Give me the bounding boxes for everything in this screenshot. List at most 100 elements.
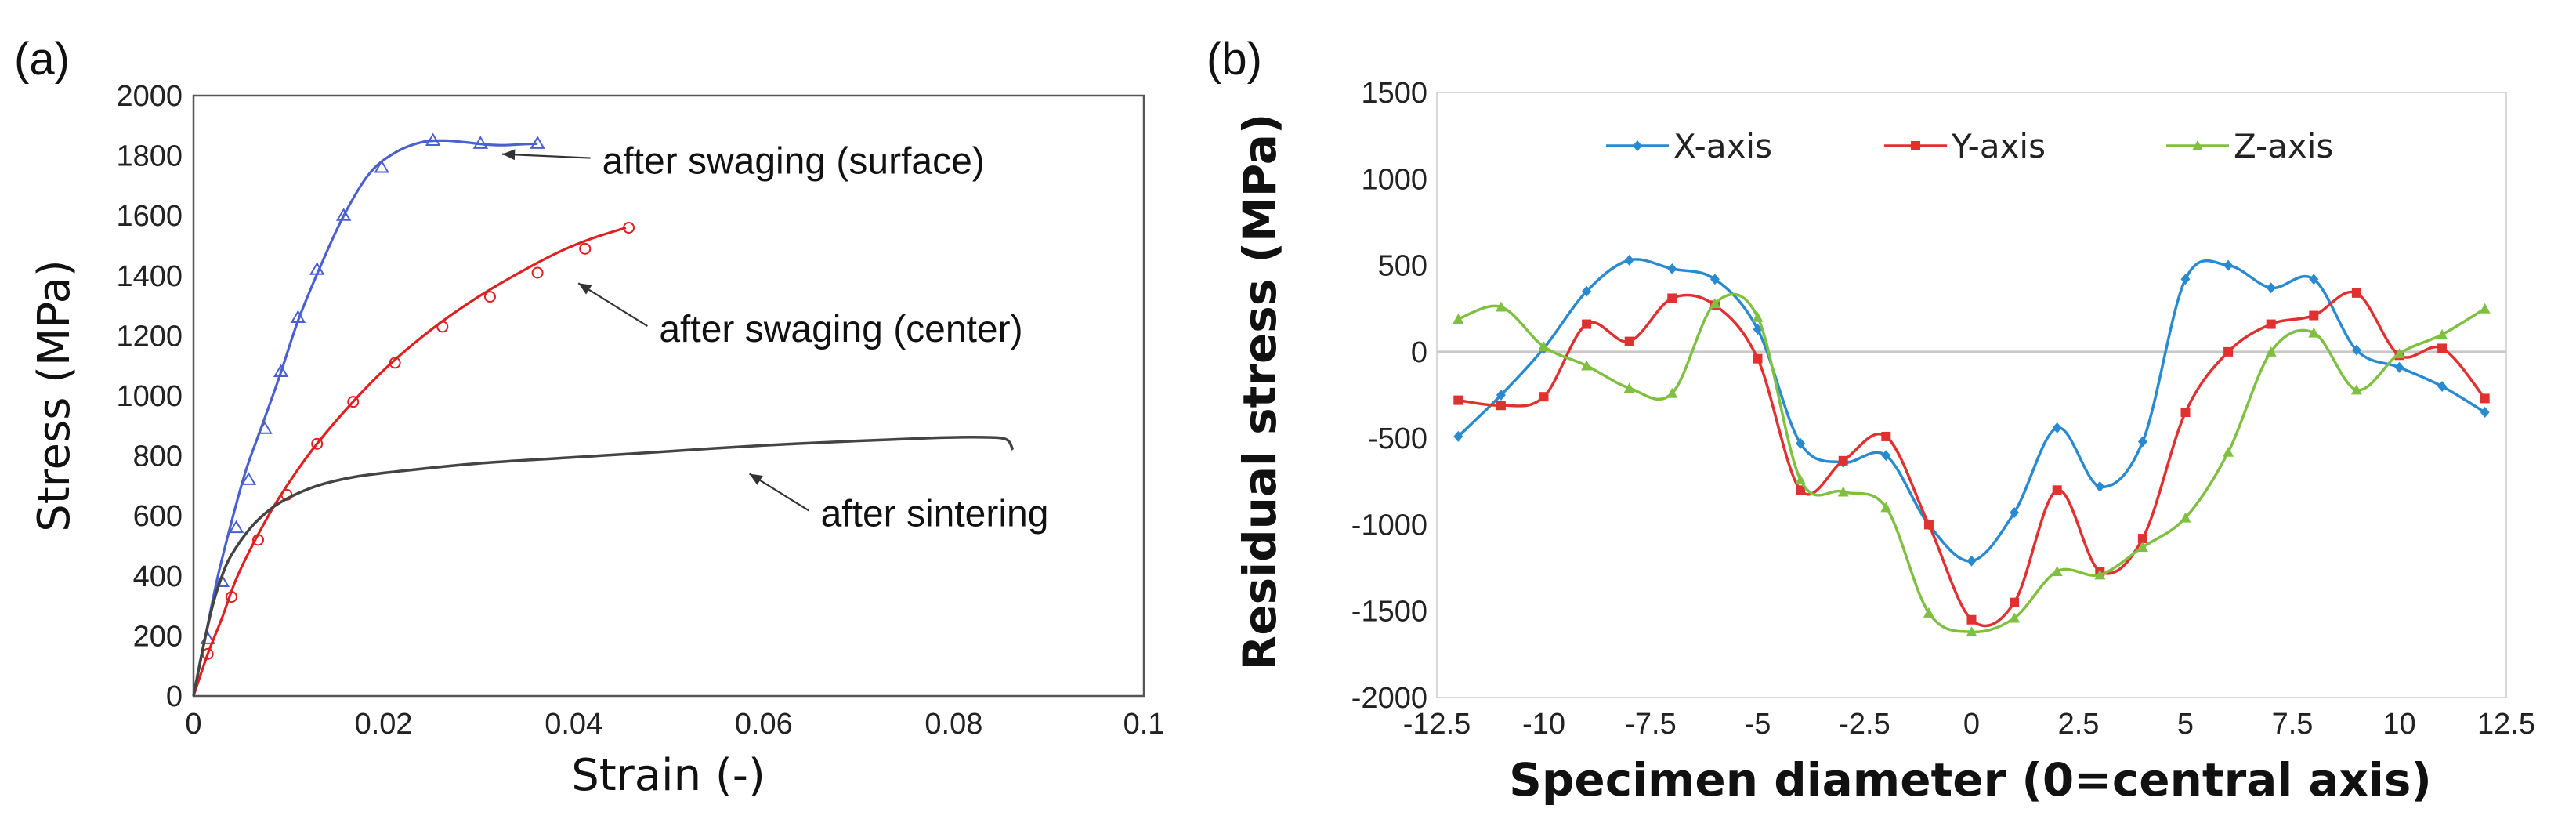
legend-marker (2192, 140, 2203, 150)
y-tick-label-b: 1500 (1361, 77, 1427, 110)
y-tick-label-b: -2000 (1351, 682, 1427, 715)
legend-label: Y-axis (1951, 127, 2046, 165)
panel-a-label: (a) (14, 34, 70, 85)
data-point-b (1709, 274, 1720, 285)
plot-area-b (1436, 92, 2507, 698)
data-point-b (1752, 311, 1764, 322)
data-point-b (2094, 569, 2106, 580)
x-tick-label-a: 0.06 (735, 708, 793, 741)
x-tick-label-b: -7.5 (1625, 708, 1676, 741)
y-axis-label-a: Stress (MPa) (29, 259, 80, 531)
data-point-a (228, 520, 244, 534)
data-point-b (1881, 450, 1891, 462)
data-point-a (241, 472, 257, 485)
data-point-a (531, 266, 544, 279)
x-axis-label-a: Strain (-) (571, 750, 765, 801)
data-point-b (1582, 319, 1592, 329)
data-point-b (1753, 353, 1763, 364)
y-tick-label-b: -1000 (1351, 509, 1427, 542)
x-tick-label-b: -12.5 (1403, 708, 1471, 741)
data-point-b (2180, 512, 2191, 523)
x-tick-label-a: 0.1 (1123, 708, 1165, 741)
x-tick-label-b: -5 (1745, 708, 1771, 741)
data-point-b (1796, 437, 1806, 449)
panel-b: (b) -12.5 -10 -7.5 -5 -2.5 0 2.5 5 7.5 10 12.5 -200… (1207, 34, 2535, 806)
annotation-label: after swaging (center) (659, 309, 1022, 350)
series-line-a (192, 226, 627, 697)
data-point-b (1666, 387, 1678, 398)
data-point-b (2266, 282, 2276, 294)
data-point-b (1624, 254, 1634, 266)
data-point-b (1453, 313, 1464, 324)
data-point-b (2309, 310, 2319, 321)
data-point-a (472, 136, 489, 149)
y-tick-label-a: 1800 (116, 140, 183, 173)
y-tick-label-a: 1200 (116, 320, 183, 353)
data-point-b (2010, 506, 2020, 518)
data-point-b (2136, 542, 2148, 553)
data-point-b (1838, 455, 1848, 466)
tick-labels-b: -12.5 -10 -7.5 -5 -2.5 0 2.5 5 7.5 10 12.5 -2000 -15… (1351, 77, 2535, 741)
x-tick-label-b: 7.5 (2272, 708, 2314, 741)
legend-marker (1633, 140, 1642, 151)
x-tick-label-b: 5 (2177, 708, 2194, 741)
data-point-b (1538, 341, 1550, 352)
data-point-a (530, 136, 545, 149)
data-point-a (311, 437, 324, 450)
x-tick-label-b: -10 (1522, 708, 1565, 741)
data-point-a (425, 132, 441, 147)
y-tick-label-a: 0 (166, 680, 183, 713)
y-tick-label-a: 2000 (116, 80, 183, 113)
data-point-a (389, 357, 401, 369)
panel-a: (a) 0 0.02 0.04 0.06 0.08 0.1 0 200 400 600 800 100… (14, 34, 1164, 801)
data-point-b (1881, 431, 1891, 441)
x-tick-label-b: 2.5 (2058, 708, 2100, 741)
y-tick-label-a: 1600 (116, 200, 183, 233)
data-point-b (2010, 597, 2020, 607)
data-point-b (2393, 348, 2405, 359)
data-point-b (1453, 430, 1463, 442)
x-tick-label-b: 12.5 (2477, 708, 2535, 741)
data-point-b (2052, 422, 2062, 433)
data-point-b (1880, 502, 1892, 513)
y-tick-label-a: 1000 (116, 380, 183, 413)
tick-labels-a: 0 0.02 0.04 0.06 0.08 0.1 0 200 400 600 800 1000 120… (116, 80, 1164, 741)
annotation-arrow (577, 282, 648, 327)
data-point-b (1496, 390, 1506, 401)
data-point-b (2180, 408, 2191, 418)
x-axis-label-b: Specimen diameter (0=central axis) (1509, 753, 2432, 806)
data-point-b (2479, 303, 2491, 314)
x-tick-label-b: 10 (2382, 708, 2415, 741)
data-point-a (290, 310, 306, 324)
data-point-a (483, 291, 496, 303)
data-point-b (2394, 361, 2404, 373)
data-point-b (2223, 259, 2234, 271)
data-point-b (1495, 301, 1507, 312)
data-point-b (2137, 436, 2147, 448)
x-tick-label-a: 0.08 (924, 708, 982, 741)
data-point-a (309, 262, 325, 275)
legend-b: X-axis Y-axis Z-axis (1606, 127, 2333, 165)
y-tick-label-a: 1400 (116, 260, 183, 293)
y-tick-label-b: 1000 (1361, 163, 1427, 196)
data-point-b (2265, 346, 2277, 357)
data-point-b (1539, 392, 1549, 402)
data-point-b (1581, 360, 1593, 371)
data-point-b (1923, 520, 1934, 530)
data-point-b (2480, 393, 2490, 404)
y-tick-label-b: 500 (1378, 250, 1427, 283)
legend-label: Z-axis (2234, 127, 2333, 165)
x-tick-label-a: 0 (185, 708, 201, 741)
data-point-b (2052, 485, 2062, 495)
series-line-a (192, 139, 538, 697)
series-line-a (192, 435, 1015, 697)
data-point-b (1623, 382, 1635, 393)
y-tick-label-a: 800 (133, 440, 183, 473)
data-point-a (347, 396, 360, 408)
data-point-a (335, 208, 352, 221)
data-point-b (2051, 565, 2063, 576)
data-point-b (2095, 480, 2105, 492)
plot-area-a (192, 94, 1145, 698)
data-point-b (1966, 614, 1977, 625)
data-point-b (2351, 344, 2361, 356)
